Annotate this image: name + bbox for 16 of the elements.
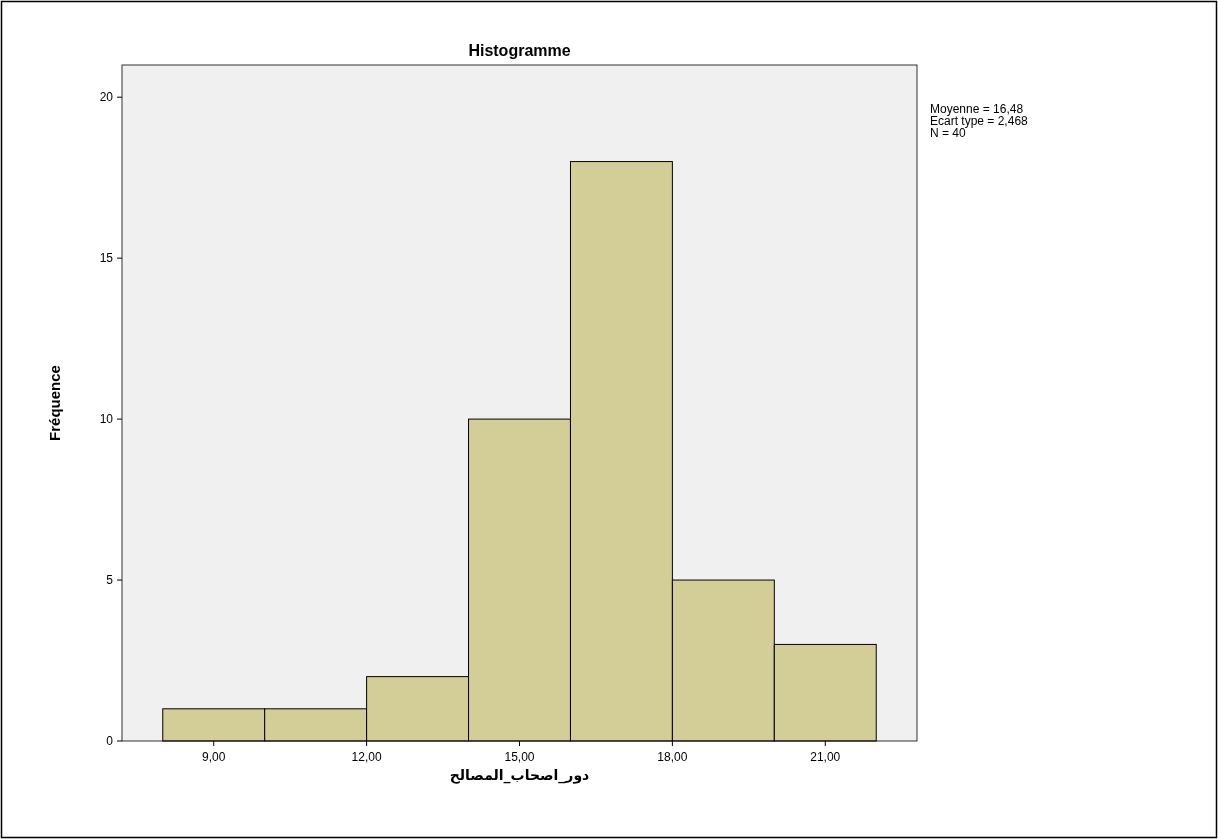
text: N = 40 [930, 126, 967, 140]
y-tick-label: 5 [106, 573, 114, 588]
chart-title: Histogramme [468, 42, 571, 59]
text: Moyenne = 16,48 [930, 102, 1024, 116]
x-tick-label: 15,00 [504, 750, 535, 764]
text: Ecart type = 2,468 [930, 114, 1029, 128]
y-tick-label: 10 [99, 412, 114, 427]
x-tick-label: 9,00 [202, 750, 226, 764]
y-axis-title: Fréquence [46, 365, 63, 441]
x-tick-label: 12,00 [351, 750, 382, 764]
x-tick-label: 21,00 [810, 750, 841, 764]
y-tick-label: 20 [99, 90, 114, 105]
y-tick-label: 15 [99, 251, 114, 266]
x-tick-label: 18,00 [657, 750, 688, 764]
y-tick-label: 0 [106, 734, 114, 748]
x-axis-title: دور_اصحاب_المصالح [449, 767, 590, 784]
